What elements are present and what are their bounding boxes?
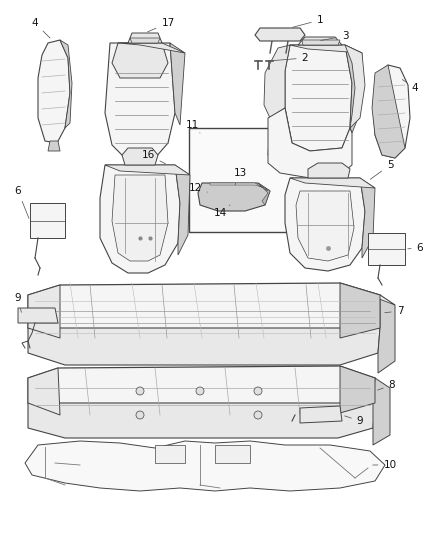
Polygon shape — [268, 108, 352, 178]
Polygon shape — [373, 65, 410, 158]
Polygon shape — [38, 40, 70, 143]
Polygon shape — [298, 37, 342, 45]
Polygon shape — [128, 33, 162, 43]
Polygon shape — [118, 43, 185, 53]
Polygon shape — [255, 28, 305, 41]
Polygon shape — [175, 165, 190, 255]
Polygon shape — [378, 295, 395, 373]
Polygon shape — [30, 203, 65, 238]
Polygon shape — [170, 43, 185, 125]
Polygon shape — [302, 40, 340, 45]
Text: 3: 3 — [321, 31, 348, 41]
Polygon shape — [28, 328, 380, 365]
Polygon shape — [130, 38, 160, 43]
Text: 14: 14 — [213, 205, 230, 218]
Polygon shape — [198, 183, 270, 211]
Polygon shape — [122, 148, 158, 165]
Polygon shape — [340, 283, 395, 305]
Polygon shape — [28, 403, 375, 438]
Text: 9: 9 — [15, 293, 21, 312]
Text: 6: 6 — [408, 243, 423, 253]
Text: 2: 2 — [271, 53, 308, 63]
Text: 13: 13 — [233, 168, 247, 185]
Polygon shape — [105, 165, 190, 175]
Text: 16: 16 — [141, 150, 166, 164]
Polygon shape — [264, 45, 290, 118]
Polygon shape — [25, 441, 385, 491]
Polygon shape — [296, 191, 354, 261]
Polygon shape — [18, 308, 58, 323]
Text: 4: 4 — [403, 79, 418, 93]
Polygon shape — [290, 178, 375, 188]
Text: 7: 7 — [385, 306, 403, 316]
Polygon shape — [105, 43, 175, 158]
Polygon shape — [210, 183, 268, 191]
Text: 6: 6 — [15, 186, 29, 219]
Polygon shape — [60, 40, 72, 128]
Polygon shape — [300, 406, 342, 423]
Polygon shape — [112, 175, 168, 261]
Polygon shape — [268, 108, 292, 168]
Polygon shape — [285, 45, 352, 151]
Polygon shape — [340, 283, 380, 338]
Text: 11: 11 — [185, 120, 200, 133]
Polygon shape — [373, 378, 390, 445]
Polygon shape — [372, 65, 405, 158]
Polygon shape — [345, 45, 365, 128]
Text: 8: 8 — [378, 380, 396, 390]
Text: 5: 5 — [370, 160, 393, 180]
Polygon shape — [28, 285, 60, 338]
Polygon shape — [368, 233, 405, 265]
Circle shape — [136, 411, 144, 419]
Polygon shape — [28, 368, 60, 415]
Polygon shape — [340, 366, 375, 413]
Circle shape — [254, 387, 262, 395]
Circle shape — [196, 387, 204, 395]
Text: 17: 17 — [148, 18, 175, 32]
Polygon shape — [112, 43, 168, 78]
Polygon shape — [28, 283, 380, 338]
Polygon shape — [285, 178, 365, 271]
Text: 10: 10 — [373, 460, 396, 470]
Polygon shape — [155, 445, 185, 463]
Text: 1: 1 — [293, 15, 323, 27]
FancyBboxPatch shape — [189, 128, 341, 232]
Text: 12: 12 — [188, 183, 207, 193]
Circle shape — [136, 387, 144, 395]
Polygon shape — [100, 165, 180, 273]
Text: 4: 4 — [32, 18, 50, 38]
Polygon shape — [28, 366, 375, 415]
Polygon shape — [215, 445, 250, 463]
Polygon shape — [48, 141, 60, 151]
Polygon shape — [258, 183, 270, 205]
Polygon shape — [360, 178, 375, 258]
Circle shape — [254, 411, 262, 419]
Polygon shape — [308, 163, 350, 178]
Text: 9: 9 — [345, 416, 363, 426]
Polygon shape — [345, 45, 362, 133]
Polygon shape — [290, 45, 362, 53]
